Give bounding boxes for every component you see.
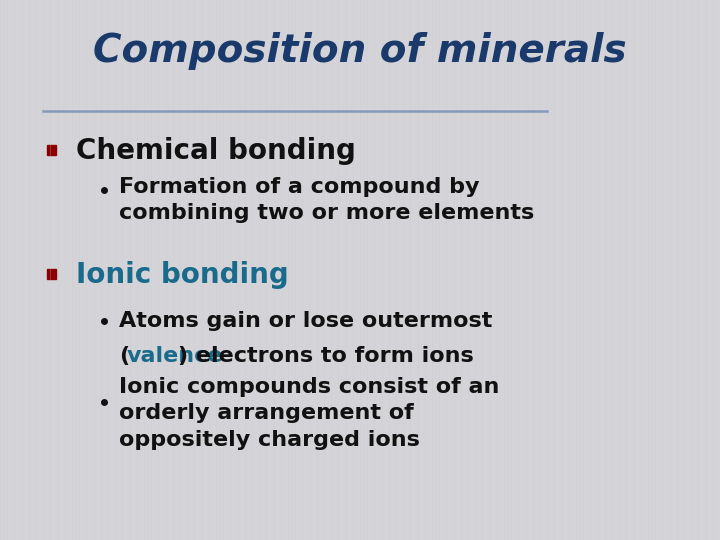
Text: Atoms gain or lose outermost: Atoms gain or lose outermost (119, 311, 492, 332)
Text: Ionic bonding: Ionic bonding (76, 261, 288, 289)
Bar (47, 145, 56, 155)
Text: Chemical bonding: Chemical bonding (76, 137, 356, 165)
Text: (: ( (119, 346, 129, 367)
Text: Composition of minerals: Composition of minerals (93, 32, 627, 70)
Text: ) electrons to form ions: ) electrons to form ions (178, 346, 474, 367)
Bar (47, 269, 56, 279)
Text: Formation of a compound by
combining two or more elements: Formation of a compound by combining two… (119, 177, 534, 223)
Text: Ionic compounds consist of an
orderly arrangement of
oppositely charged ions: Ionic compounds consist of an orderly ar… (119, 377, 499, 449)
Text: valence: valence (126, 346, 222, 367)
